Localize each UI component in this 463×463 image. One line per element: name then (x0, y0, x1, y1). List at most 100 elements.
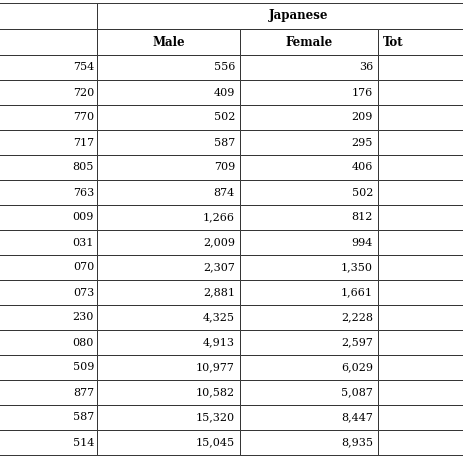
Bar (378, 230, 463, 255)
Text: 15,045: 15,045 (196, 438, 235, 448)
Text: 10,582: 10,582 (196, 388, 235, 398)
Bar (97, 430, 240, 455)
Text: Japanese: Japanese (269, 10, 328, 23)
Bar (97, 330, 240, 355)
Text: 5,087: 5,087 (341, 388, 373, 398)
Bar (97, 80, 240, 105)
Bar (97, 180, 240, 205)
Bar (0, 130, 97, 155)
Bar (97, 205, 240, 230)
Bar (97, 130, 240, 155)
Bar (378, 305, 463, 330)
Text: 1,266: 1,266 (203, 213, 235, 223)
Text: 509: 509 (73, 363, 94, 373)
Bar (0, 55, 97, 80)
Bar (0, 330, 97, 355)
Text: 805: 805 (73, 163, 94, 173)
Bar (97, 105, 240, 130)
Text: 502: 502 (213, 113, 235, 123)
Bar (0, 405, 97, 430)
Text: 812: 812 (351, 213, 373, 223)
Text: 556: 556 (213, 63, 235, 73)
Bar (378, 255, 463, 280)
Text: 587: 587 (214, 138, 235, 148)
Text: Female: Female (285, 36, 332, 49)
Bar (0, 280, 97, 305)
Text: 877: 877 (73, 388, 94, 398)
Bar (97, 55, 240, 80)
Text: Tot: Tot (383, 36, 404, 49)
Bar (0, 230, 97, 255)
Bar (378, 155, 463, 180)
Bar (0, 380, 97, 405)
Bar (0, 255, 97, 280)
Bar (0, 105, 97, 130)
Text: 717: 717 (73, 138, 94, 148)
Bar (240, 180, 378, 205)
Text: 230: 230 (73, 313, 94, 323)
Text: 2,228: 2,228 (341, 313, 373, 323)
Bar (97, 29, 240, 55)
Bar (378, 205, 463, 230)
Text: 8,935: 8,935 (341, 438, 373, 448)
Text: 36: 36 (359, 63, 373, 73)
Bar (240, 130, 378, 155)
Text: 15,320: 15,320 (196, 413, 235, 423)
Text: 2,009: 2,009 (203, 238, 235, 248)
Bar (0, 80, 97, 105)
Text: 409: 409 (213, 88, 235, 98)
Text: 080: 080 (73, 338, 94, 348)
Text: Male: Male (152, 36, 185, 49)
Text: 2,307: 2,307 (203, 263, 235, 273)
Bar (97, 355, 240, 380)
Bar (240, 355, 378, 380)
Text: 754: 754 (73, 63, 94, 73)
Bar (97, 155, 240, 180)
Text: 1,661: 1,661 (341, 288, 373, 298)
Bar (240, 280, 378, 305)
Bar (378, 29, 463, 55)
Bar (240, 305, 378, 330)
Bar (240, 55, 378, 80)
Text: 031: 031 (73, 238, 94, 248)
Bar (97, 405, 240, 430)
Text: 4,913: 4,913 (203, 338, 235, 348)
Text: 070: 070 (73, 263, 94, 273)
Bar (240, 380, 378, 405)
Bar (378, 130, 463, 155)
Text: 514: 514 (73, 438, 94, 448)
Bar (378, 55, 463, 80)
Text: 587: 587 (73, 413, 94, 423)
Bar (240, 80, 378, 105)
Bar (240, 230, 378, 255)
Bar (0, 430, 97, 455)
Bar (378, 430, 463, 455)
Text: 709: 709 (214, 163, 235, 173)
Text: 10,977: 10,977 (196, 363, 235, 373)
Bar (97, 280, 240, 305)
Bar (97, 230, 240, 255)
Text: 1,350: 1,350 (341, 263, 373, 273)
Bar (97, 3, 463, 29)
Text: 406: 406 (351, 163, 373, 173)
Text: 209: 209 (351, 113, 373, 123)
Bar (378, 405, 463, 430)
Text: 2,597: 2,597 (341, 338, 373, 348)
Text: 720: 720 (73, 88, 94, 98)
Text: 073: 073 (73, 288, 94, 298)
Bar (0, 305, 97, 330)
Bar (240, 405, 378, 430)
Bar (240, 255, 378, 280)
Bar (0, 155, 97, 180)
Bar (97, 380, 240, 405)
Bar (378, 80, 463, 105)
Bar (97, 255, 240, 280)
Bar (0, 29, 97, 55)
Bar (240, 205, 378, 230)
Text: 874: 874 (214, 188, 235, 198)
Bar (240, 105, 378, 130)
Bar (240, 155, 378, 180)
Bar (0, 180, 97, 205)
Bar (240, 330, 378, 355)
Text: 8,447: 8,447 (341, 413, 373, 423)
